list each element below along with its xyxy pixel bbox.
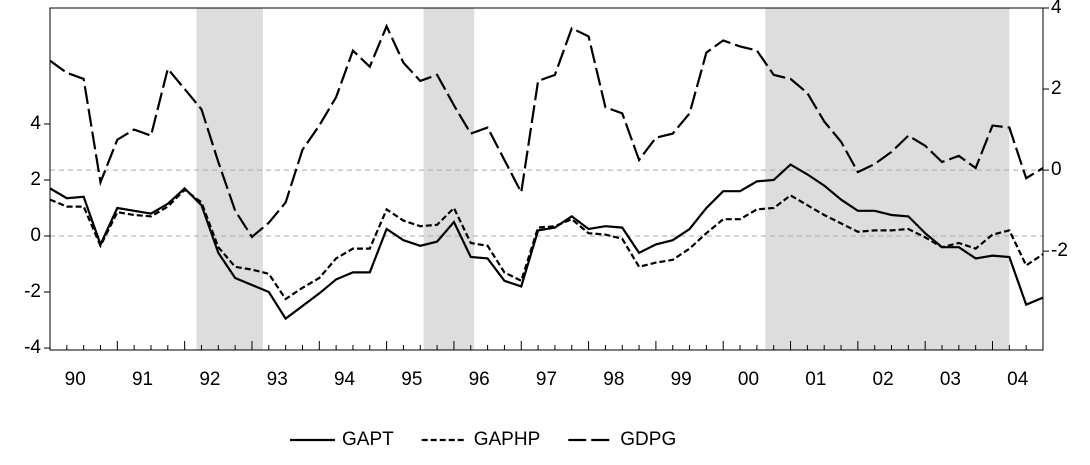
legend: GAPT GAPHP GDPG: [290, 429, 676, 450]
y-tick-label: 0: [30, 225, 41, 246]
legend-label: GAPHP: [474, 429, 541, 450]
series-line: [49, 23, 1044, 239]
y-tick-label: -4: [24, 337, 41, 358]
series-line: [49, 188, 1044, 301]
x-tick-label: 03: [940, 369, 961, 390]
x-tick-label: 95: [401, 369, 422, 390]
x-tick-label: 91: [132, 369, 153, 390]
x-tick-label: 90: [65, 369, 86, 390]
shaded-region: [196, 8, 263, 350]
x-tick-label: 94: [334, 369, 356, 390]
x-tick-label: 04: [1007, 369, 1029, 390]
y2-tick-label: 4: [1051, 0, 1062, 18]
x-tick-label: 98: [603, 369, 624, 390]
x-tick-label: 02: [873, 369, 894, 390]
y-tick-label: -2: [24, 281, 41, 302]
x-tick-label: 97: [536, 369, 557, 390]
x-tick-label: 01: [805, 369, 826, 390]
y2-tick-label: 2: [1051, 78, 1062, 99]
x-tick-label: 99: [671, 369, 692, 390]
x-tick-label: 96: [469, 369, 490, 390]
y2-tick-label: 0: [1051, 159, 1062, 180]
legend-label: GAPT: [342, 429, 394, 450]
series-line: [49, 163, 1044, 321]
legend-label: GDPG: [620, 429, 676, 450]
y-tick-label: 4: [30, 113, 41, 134]
y-tick-label: 2: [30, 169, 41, 190]
x-tick-label: 00: [738, 369, 759, 390]
x-tick-label: 93: [267, 369, 288, 390]
shaded-region: [423, 8, 475, 350]
plot-frame: [49, 7, 1044, 351]
shaded-region: [765, 8, 1010, 350]
y2-tick-label: -2: [1051, 240, 1068, 261]
x-tick-label: 92: [199, 369, 220, 390]
